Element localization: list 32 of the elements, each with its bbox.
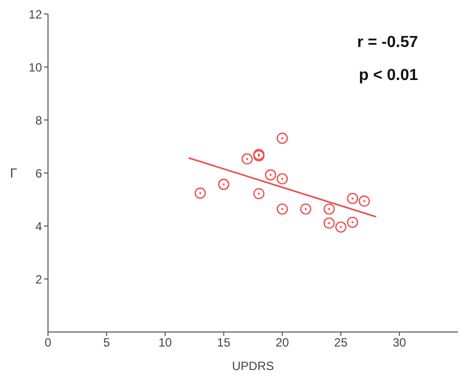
point bbox=[218, 178, 230, 190]
point bbox=[324, 217, 335, 229]
point bbox=[264, 169, 276, 180]
y-tick-label: 12 bbox=[28, 7, 42, 22]
x-tick-label: 15 bbox=[217, 336, 231, 350]
point bbox=[324, 203, 335, 215]
x-tick-label: 0 bbox=[44, 336, 52, 350]
annotation: p < 0.01 bbox=[358, 67, 418, 85]
y-tick-label: 2 bbox=[35, 272, 42, 286]
point bbox=[300, 203, 312, 215]
annotation: r = -0.57 bbox=[357, 34, 418, 52]
point bbox=[276, 132, 288, 144]
x-tick-label: 25 bbox=[334, 336, 348, 350]
point bbox=[194, 188, 206, 199]
x-tick-label: 5 bbox=[103, 336, 110, 350]
y-tick-label: 10 bbox=[28, 60, 42, 74]
x-tick-label: 10 bbox=[158, 336, 172, 350]
x-tick-label: 20 bbox=[276, 336, 290, 350]
y-axis-title: Γ bbox=[10, 166, 18, 181]
x-axis-title: UPDRS bbox=[232, 359, 274, 373]
point bbox=[335, 221, 346, 233]
point bbox=[346, 192, 358, 204]
point bbox=[276, 203, 288, 215]
point bbox=[346, 216, 358, 228]
y-tick-label: 6 bbox=[35, 166, 42, 180]
x-tick-label: 30 bbox=[392, 336, 406, 350]
point bbox=[276, 173, 288, 184]
point bbox=[253, 188, 264, 200]
y-tick-label: 4 bbox=[35, 219, 42, 234]
point bbox=[358, 195, 370, 207]
point bbox=[242, 153, 253, 165]
y-tick-label: 8 bbox=[35, 113, 42, 128]
